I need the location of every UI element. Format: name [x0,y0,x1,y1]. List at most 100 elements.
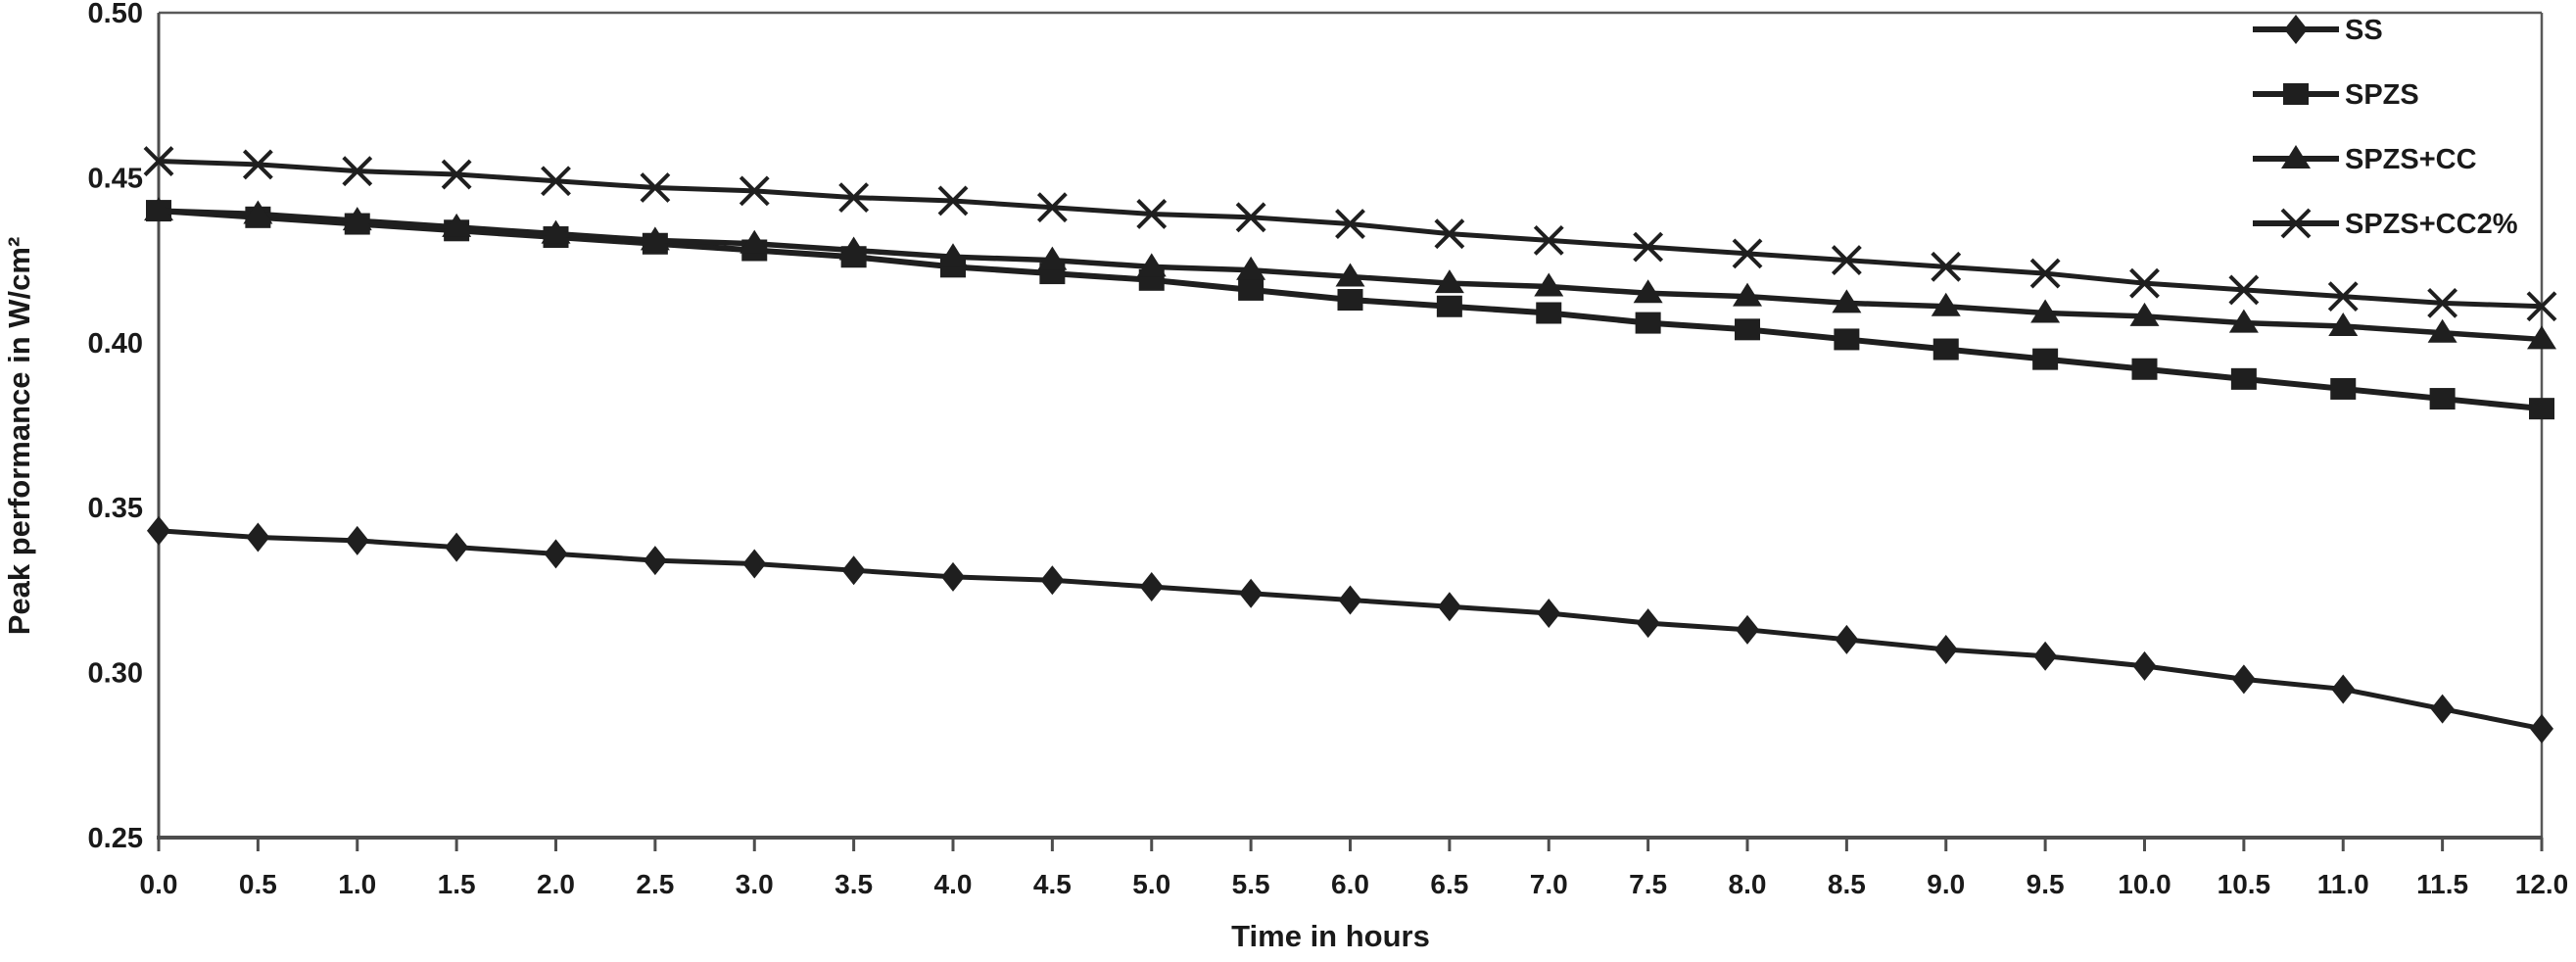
triangle-marker [838,236,869,261]
diamond-marker [345,525,369,555]
x-tick-label: 4.0 [934,869,973,899]
triangle-marker [640,226,670,251]
diamond-marker [643,546,667,576]
triangle-marker [1832,289,1862,313]
legend-item-SPZS+CC2%: SPZS+CC2% [2253,208,2518,240]
x-tick-label: 2.0 [537,869,575,899]
diamond-marker [2033,641,2058,671]
x-tick-label: 6.5 [1430,869,1468,899]
triangle-marker [1534,272,1564,297]
diamond-marker [1239,578,1264,608]
x-tick-label: 1.0 [338,869,376,899]
x-marker [1533,224,1564,256]
triangle-marker [243,200,273,224]
triangle-marker [2030,299,2061,323]
diamond-marker [1338,585,1362,615]
series-SS [147,515,2553,744]
x-marker [1732,238,1763,269]
x-tick-label: 3.0 [736,869,774,899]
square-marker [1536,302,1562,324]
triangle-marker [2427,318,2457,343]
x-marker [2327,281,2359,313]
square-marker [1436,295,1462,317]
x-marker [2280,208,2312,239]
diamond-marker [1933,635,1958,665]
x-tick-label: 9.0 [1927,869,1965,899]
diamond-marker [445,532,469,562]
x-tick-label: 2.5 [636,869,674,899]
y-axis-ticks: 0.25 0.30 0.35 0.40 0.45 0.50 [88,0,143,854]
triangle-marker [1733,282,1762,307]
triangle-marker [1434,269,1464,294]
x-marker [143,146,174,176]
square-marker [1337,289,1363,312]
triangle-marker [1633,279,1663,304]
square-marker [2429,388,2456,410]
diamond-marker [2132,650,2157,681]
y-tick-label: 0.30 [88,658,143,690]
y-tick-label: 0.45 [88,163,143,194]
x-axis-title: Time in hours [1231,919,1430,953]
x-tick-label: 12.0 [2515,869,2569,899]
diamond-marker [2430,694,2455,724]
triangle-marker [1236,256,1266,280]
x-tick-label: 0.0 [140,869,178,899]
legend-item-SPZS: SPZS [2253,79,2419,111]
square-marker [1735,318,1760,341]
triangle-marker [2281,145,2311,168]
x-marker [1136,199,1168,229]
square-marker [2032,348,2059,370]
square-marker [2330,377,2357,400]
triangle-marker [541,219,571,244]
x-tick-label: 0.5 [239,869,277,899]
diamond-marker [2530,713,2553,744]
x-tick-label: 3.5 [835,869,873,899]
plot-frame [159,11,2544,838]
diamond-marker [2284,15,2308,44]
legend: SS SPZS SPZS+CC SPZS+CC2% [2253,15,2518,240]
diamond-marker [246,522,270,553]
series-SPZS+CC2% [143,146,2557,322]
x-tick-label: 4.5 [1033,869,1072,899]
square-marker [1932,338,1959,361]
legend-label: SPZS [2345,79,2419,111]
diamond-marker [1040,565,1065,596]
x-marker [541,166,571,197]
x-marker [1235,202,1266,233]
x-tick-label: 9.5 [2027,869,2065,899]
x-tick-label: 5.5 [1232,869,1270,899]
x-tick-label: 11.0 [2317,869,2369,899]
diamond-marker [1537,598,1561,628]
square-marker [2529,398,2554,420]
diamond-marker [742,549,767,579]
diamond-marker [1736,614,1759,645]
x-marker [2228,274,2260,306]
x-marker [2129,267,2160,299]
series-SPZS+CC [144,197,2556,350]
triangle-marker [1136,253,1167,277]
x-marker [2427,287,2458,318]
x-marker [342,156,373,187]
x-marker [937,185,969,216]
square-marker [1834,328,1860,351]
legend-label: SPZS+CC2% [2345,209,2518,240]
triangle-marker [2129,302,2160,326]
triangle-marker [739,229,770,254]
x-tick-label: 10.0 [2118,869,2171,899]
triangle-marker [144,197,173,221]
x-tick-label: 8.5 [1828,869,1866,899]
x-tick-label: 8.0 [1729,869,1767,899]
y-tick-label: 0.35 [88,493,143,524]
diamond-marker [1437,592,1461,622]
y-tick-label: 0.40 [88,328,143,360]
diamond-marker [1636,608,1660,639]
diamond-marker [841,555,866,586]
square-marker [1635,312,1661,334]
y-axis-title: Peak performance in W/cm² [2,237,36,636]
diamond-marker [147,515,170,546]
diamond-marker [2331,674,2356,704]
x-marker [1335,209,1365,239]
triangle-marker [1931,292,1961,316]
